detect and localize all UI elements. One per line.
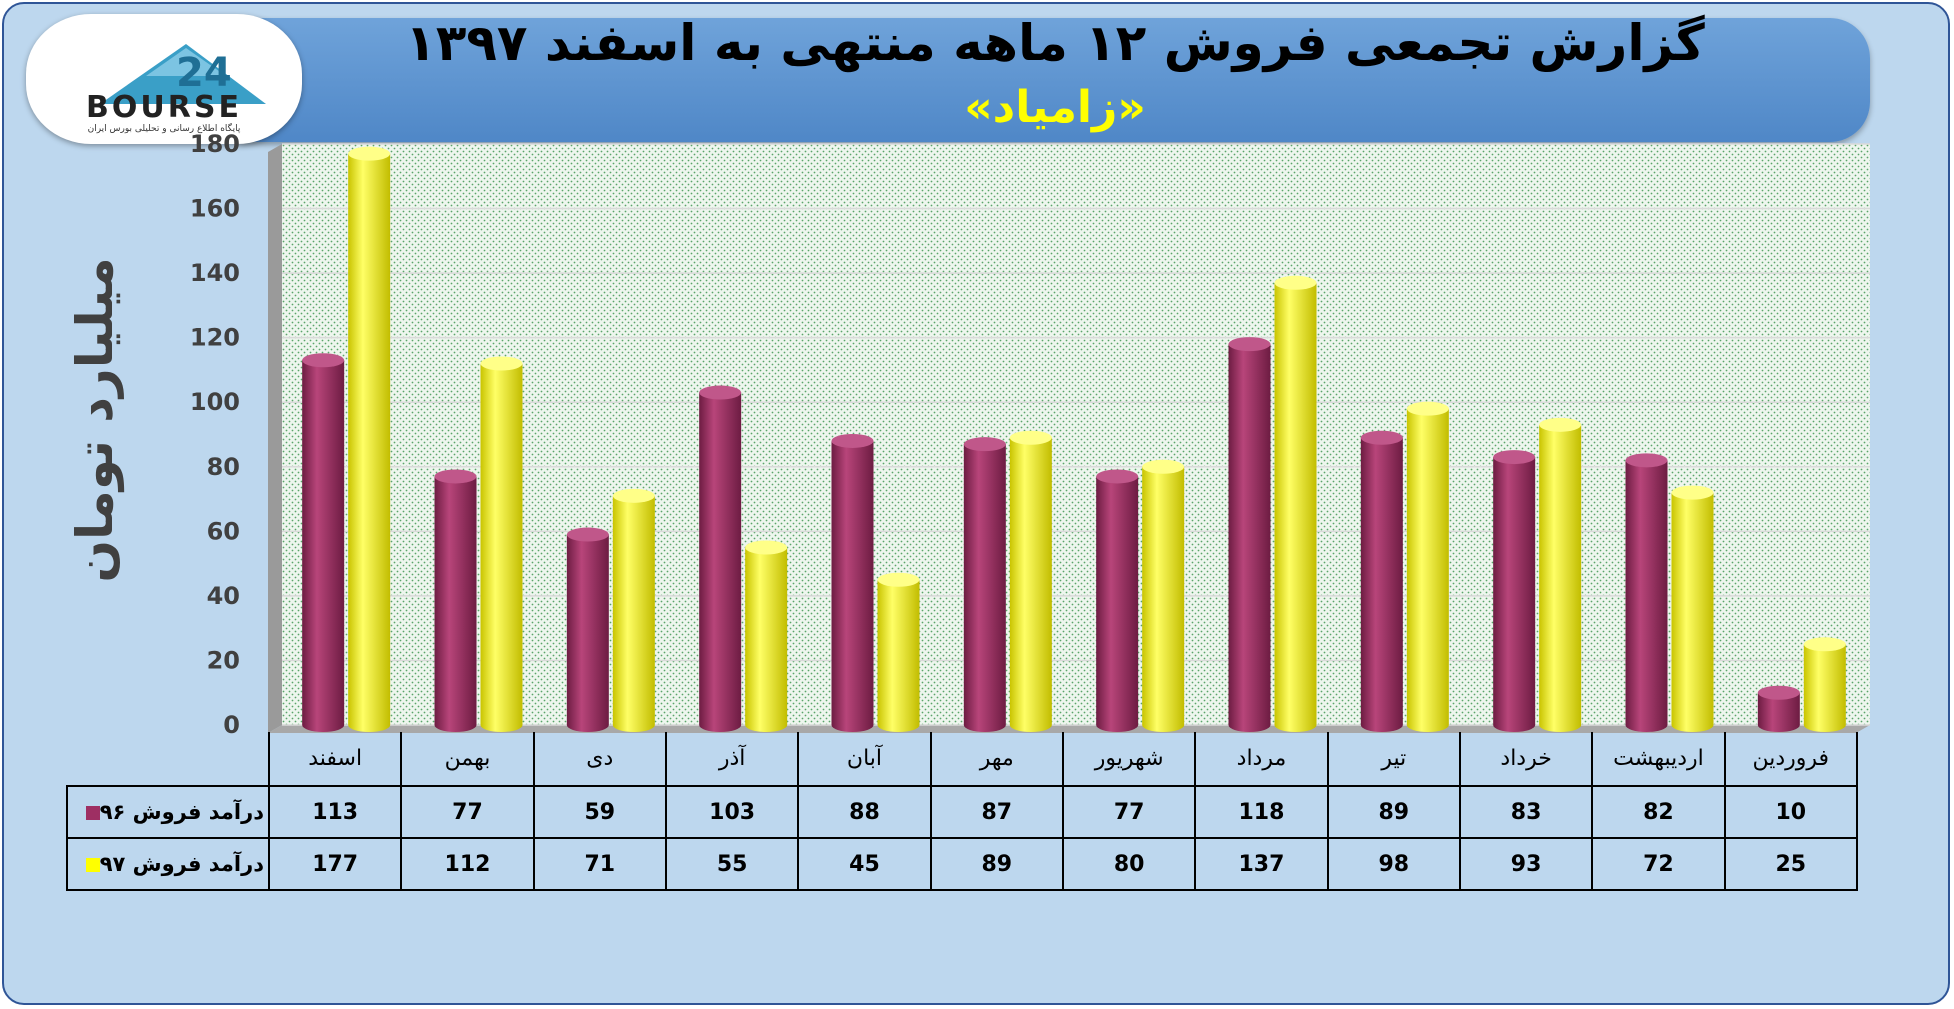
bar-s96: [1625, 453, 1668, 733]
bar-s97: [1009, 430, 1052, 732]
data-label: 83: [1458, 785, 1594, 839]
y-tick-label: 180: [190, 130, 240, 158]
data-label: 112: [400, 837, 535, 891]
svg-text:24: 24: [176, 50, 232, 96]
data-label: 113: [267, 785, 403, 839]
data-label: 71: [532, 837, 667, 891]
data-label: 89: [1326, 785, 1461, 839]
bar-s97: [612, 488, 655, 733]
data-label: 77: [400, 785, 535, 839]
category-label: بهمن: [400, 732, 535, 787]
category-label: خرداد: [1458, 732, 1594, 787]
legend-entry: درآمد فروش ۹۶: [66, 785, 270, 839]
table-header-row: اسفند بهمن دی آذر آبان مهر شهریور مرداد تیر خرداد…: [67, 732, 1858, 787]
y-tick-label: 160: [190, 195, 240, 223]
data-label: 98: [1326, 837, 1461, 891]
data-label: 77: [1061, 785, 1197, 839]
data-table: اسفند بهمن دی آذر آبان مهر شهریور مرداد تیر خرداد…: [66, 732, 1858, 891]
bar-s96: [1228, 337, 1271, 733]
y-tick-label: 80: [207, 453, 240, 481]
legend-swatch: [85, 858, 100, 872]
logo-mountain-icon: 24: [100, 44, 266, 104]
data-label: 72: [1591, 837, 1726, 891]
legend-label: درآمد فروش ۹۶: [99, 800, 264, 824]
category-label: آبان: [797, 732, 932, 787]
data-label: 137: [1194, 837, 1329, 891]
category-label: مهر: [929, 732, 1064, 787]
category-label: دی: [532, 732, 667, 787]
plot-floor: [268, 725, 1870, 733]
bar-s97: [1671, 485, 1714, 733]
title-banner: [240, 18, 1870, 142]
data-label: 59: [532, 785, 667, 839]
y-tick-label: 0: [223, 711, 240, 739]
y-tick-label: 20: [207, 646, 240, 674]
bar-chart: 0 20 40 60 80 100 120 140 160 180: [190, 130, 1870, 739]
y-tick-label: 140: [190, 259, 240, 287]
bar-s96: [831, 433, 874, 733]
y-tick-label: 40: [207, 582, 240, 610]
bar-s96: [1096, 469, 1139, 733]
data-label: 82: [1591, 785, 1726, 839]
bar-s97: [348, 146, 391, 733]
bar-s96: [566, 527, 609, 733]
category-label: آذر: [664, 732, 800, 787]
bar-s96: [1757, 685, 1800, 733]
table-corner: [67, 732, 269, 786]
bar-s97: [1803, 637, 1846, 733]
data-label: 45: [797, 837, 932, 891]
data-label: 80: [1061, 837, 1197, 891]
bar-s96: [302, 353, 345, 733]
category-label: فروردین: [1723, 732, 1858, 787]
legend-entry: درآمد فروش ۹۷: [66, 837, 270, 891]
bar-s96: [1493, 450, 1536, 733]
bar-s96: [963, 437, 1006, 733]
data-label: 89: [929, 837, 1064, 891]
category-label: شهریور: [1061, 732, 1197, 787]
data-label: 93: [1458, 837, 1594, 891]
logo-text: BOURSE: [86, 90, 242, 125]
data-label: 10: [1723, 785, 1858, 839]
category-label: تیر: [1326, 732, 1461, 787]
category-label: اردیبهشت: [1591, 732, 1726, 787]
bar-s97: [745, 540, 788, 733]
plot-side-wall: [268, 144, 282, 733]
bar-s97: [1539, 417, 1582, 733]
bar-s97: [877, 572, 920, 733]
data-label: 177: [267, 837, 403, 891]
y-tick-label: 60: [207, 517, 240, 545]
data-label: 55: [664, 837, 800, 891]
data-label: 87: [929, 785, 1064, 839]
logo: 24 BOURSE پایگاه اطلاع رسانی و تحلیلی بو…: [26, 14, 302, 144]
data-label: 25: [1723, 837, 1858, 891]
bar-s97: [1274, 275, 1317, 733]
bar-s97: [1142, 459, 1185, 733]
table-row: درآمد فروش ۹۷ 177 112 71 55 45 89 80 137 98 93 72 25: [66, 837, 1858, 891]
legend-swatch: [85, 806, 100, 820]
y-tick-label: 100: [190, 388, 240, 416]
y-tick-label: 120: [190, 324, 240, 352]
data-label: 103: [664, 785, 800, 839]
data-label: 118: [1194, 785, 1329, 839]
table-row: درآمد فروش ۹۶ 113 77 59 103 88 87 77 118 89 83 82 10: [66, 785, 1858, 839]
category-label: مرداد: [1194, 732, 1329, 787]
chart-subtitle: «زامیاد»: [964, 82, 1146, 133]
bar-s96: [699, 385, 742, 733]
bar-s96: [1360, 430, 1403, 733]
chart-title: گزارش تجمعی فروش ۱۲ ماهه منتهی به اسفند …: [405, 14, 1705, 72]
bar-s96: [434, 469, 477, 733]
logo-tagline: پایگاه اطلاع رسانی و تحلیلی بورس ایران: [87, 124, 241, 134]
bar-s97: [1406, 401, 1449, 733]
plot-area: [282, 144, 1870, 725]
bar-s97: [480, 356, 523, 733]
category-label: اسفند: [267, 732, 403, 787]
legend-label: درآمد فروش ۹۷: [99, 852, 264, 876]
data-label: 88: [797, 785, 932, 839]
